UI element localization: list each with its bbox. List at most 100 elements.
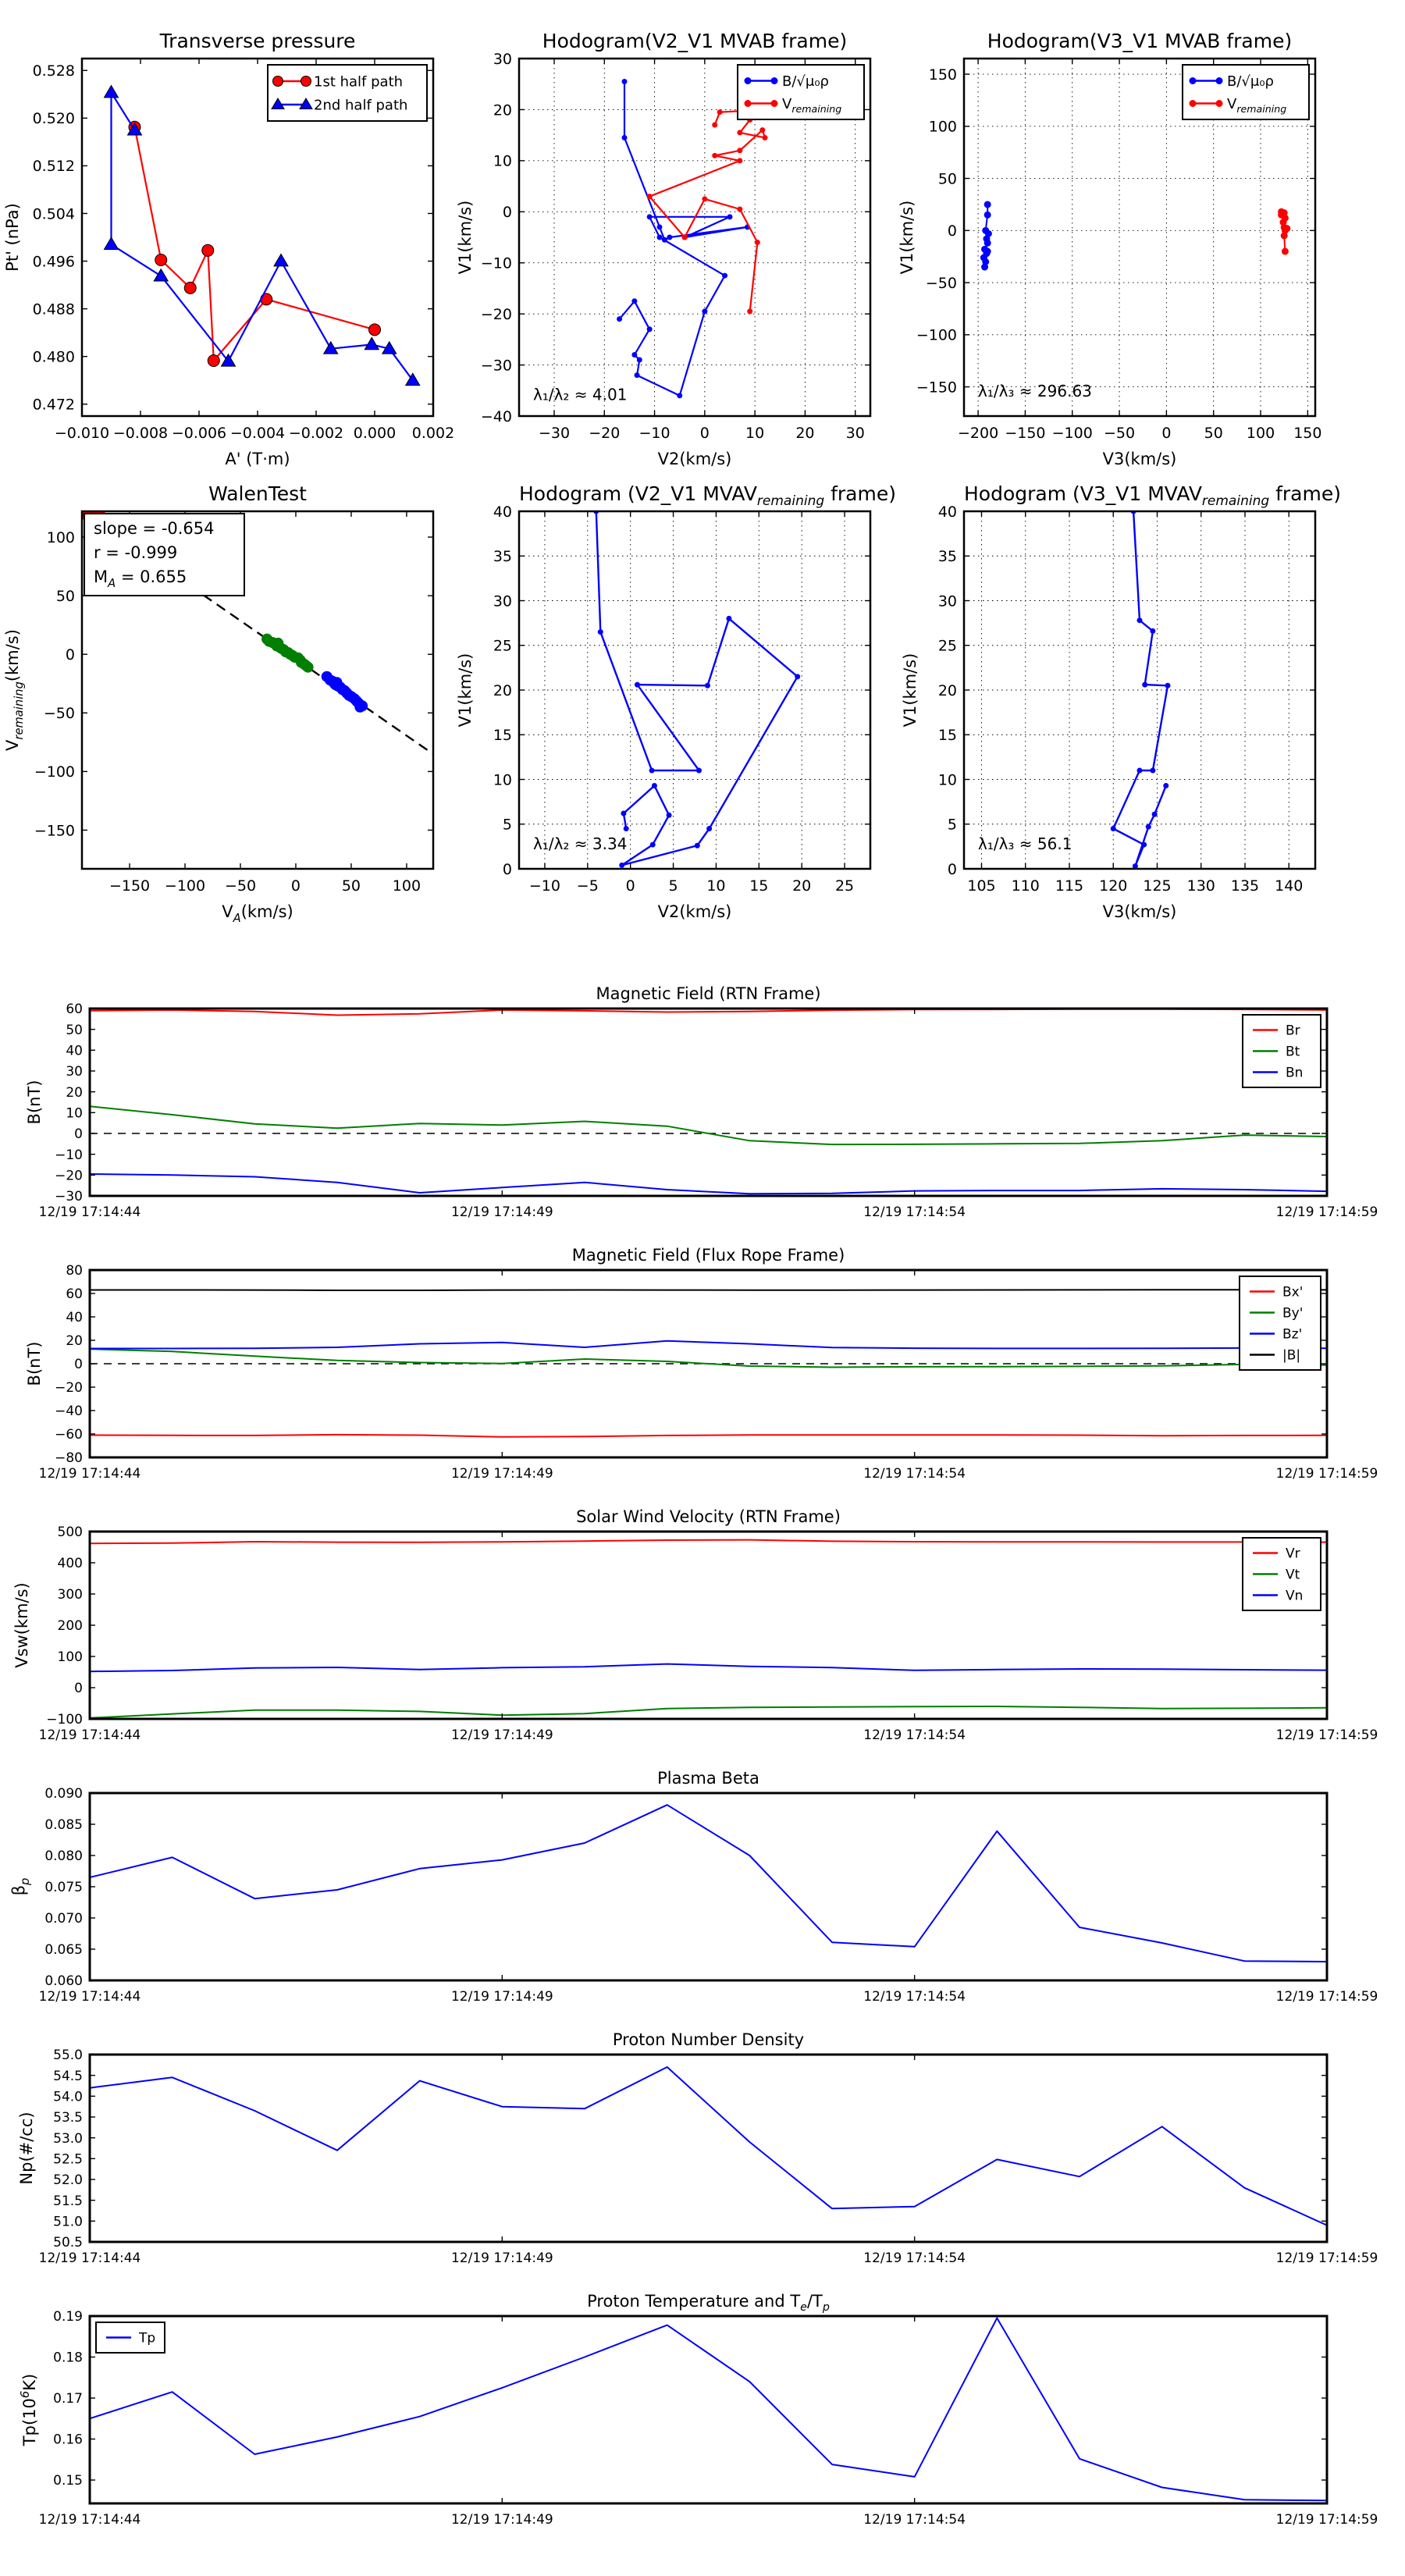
chart-title-magnetic-field-rtn: Magnetic Field (RTN Frame) [596,984,821,1004]
svg-text:20: 20 [792,877,811,895]
svg-text:0.090: 0.090 [44,1786,83,1802]
hodogram-v2v1-mvab-chart: −30 −20 −10 0 10 20 30 −40 −30 −20 −10 0 10 20 30 V2(km… [456,51,872,468]
svg-text:20: 20 [66,1085,83,1101]
magnetic-field-flux-rope-chart: 12/19 17:14:44 12/19 17:14:49 12/19 17:14:… [25,1263,1378,1482]
panel-transverse-pressure: Transverse pressure −0.010 −0.008 −0.006 −0… [0,16,484,484]
svg-text:12/19 17:14:44: 12/19 17:14:44 [39,1466,141,1482]
svg-text:0.002: 0.002 [412,425,454,442]
svg-text:10: 10 [493,153,512,170]
chart-title-walen-test: WalenTest [208,482,307,506]
svg-text:−100: −100 [34,763,75,781]
chart-title-proton-temperature: Proton Temperature and Te/Tp [587,2292,830,2314]
svg-text:20: 20 [493,101,512,119]
svg-text:52.0: 52.0 [53,2172,83,2188]
svg-text:15: 15 [749,877,768,895]
svg-text:0.19: 0.19 [53,2309,83,2325]
svg-text:12/19 17:14:44: 12/19 17:14:44 [39,2250,141,2266]
svg-text:100: 100 [58,1649,83,1665]
svg-text:0: 0 [503,204,512,221]
svg-text:12/19 17:14:49: 12/19 17:14:49 [451,2250,553,2266]
chart-title-magnetic-field-flux-rope: Magnetic Field (Flux Rope Frame) [571,1246,845,1265]
svg-text:Tp: Tp [138,2331,155,2347]
svg-text:12/19 17:14:54: 12/19 17:14:54 [863,2512,966,2528]
svg-text:0: 0 [626,877,635,895]
svg-text:150: 150 [1293,425,1321,442]
svg-text:Bt: Bt [1286,1044,1300,1060]
svg-text:30: 30 [493,51,512,68]
svg-text:V1(km/s): V1(km/s) [898,201,916,275]
svg-text:100: 100 [47,529,75,546]
hodogram-v2v1-mvav-chart: −10 −5 0 5 10 15 20 25 0 5 10 15 20 25 30 35 40 V2(km/s) V… [456,503,872,921]
svg-text:−150: −150 [109,877,150,895]
svg-text:50: 50 [1204,425,1223,442]
svg-text:−20: −20 [55,1380,83,1396]
svg-text:−0.002: −0.002 [289,425,343,442]
chart-title-hodogram-v2v1-mvav: Hodogram (V2_V1 MVAVremaining frame) [519,482,896,510]
svg-text:12/19 17:14:49: 12/19 17:14:49 [451,1204,553,1220]
svg-text:−40: −40 [481,408,512,425]
svg-text:Vremaining: Vremaining [1227,96,1286,115]
svg-text:12/19 17:14:49: 12/19 17:14:49 [451,1466,553,1482]
svg-text:0: 0 [503,861,512,878]
svg-text:|B|: |B| [1282,1348,1300,1364]
svg-text:15: 15 [938,727,957,744]
svg-text:50: 50 [342,877,361,895]
svg-text:54.5: 54.5 [53,2069,83,2084]
svg-text:MA = 0.655: MA = 0.655 [94,568,187,590]
svg-text:115: 115 [1055,877,1083,895]
svg-text:40: 40 [938,503,957,521]
hodogram-v3v1-mvab-chart: −200 −150 −100 −50 0 50 100 150 −150 −100 −50 0 50 10… [898,57,1321,468]
svg-text:12/19 17:14:54: 12/19 17:14:54 [863,1466,966,1482]
svg-text:25: 25 [835,877,854,895]
svg-text:60: 60 [66,1286,83,1302]
svg-text:Pt' (nPa): Pt' (nPa) [3,203,22,272]
svg-text:100: 100 [393,877,421,895]
svg-text:0.472: 0.472 [33,397,75,414]
svg-text:0.15: 0.15 [53,2473,83,2489]
svg-text:40: 40 [493,503,512,521]
svg-text:110: 110 [1012,877,1040,895]
svg-text:300: 300 [58,1587,83,1603]
svg-text:−5: −5 [577,877,599,895]
transverse-pressure-chart: −0.010 −0.008 −0.006 −0.004 −0.002 0.000 0.002… [3,57,454,468]
svg-text:12/19 17:14:44: 12/19 17:14:44 [39,1989,141,2005]
svg-text:Vremaining: Vremaining [782,96,841,115]
svg-text:λ₁/λ₃ ≈ 296.63: λ₁/λ₃ ≈ 296.63 [978,382,1092,400]
svg-text:54.0: 54.0 [53,2089,83,2105]
svg-text:−50: −50 [1104,425,1135,442]
panel-solar-wind-velocity: Solar Wind Velocity (RTN Frame) 12/19 17… [0,1503,1405,1764]
svg-text:20: 20 [66,1333,83,1349]
svg-text:2nd half path: 2nd half path [314,97,407,113]
svg-text:V1(km/s): V1(km/s) [456,201,475,275]
panel-magnetic-field-flux-rope: Magnetic Field (Flux Rope Frame) 12/19 1… [0,1241,1405,1503]
svg-text:51.5: 51.5 [53,2194,83,2209]
svg-text:−10: −10 [481,255,512,272]
panel-proton-temperature: Proton Temperature and Te/Tp 12/19 17:14… [0,2287,1405,2556]
svg-text:12/19 17:14:59: 12/19 17:14:59 [1276,2250,1378,2266]
svg-text:0: 0 [1161,425,1171,442]
svg-text:Np(#/cc): Np(#/cc) [17,2112,36,2184]
svg-text:Bz': Bz' [1282,1327,1302,1343]
svg-text:500: 500 [58,1525,83,1540]
svg-text:30: 30 [493,592,512,610]
svg-text:−50: −50 [225,877,256,895]
svg-text:50.5: 50.5 [53,2235,83,2250]
svg-text:20: 20 [493,682,512,699]
panel-hodogram-v2v1-mvav: Hodogram (V2_V1 MVAVremaining frame) −10… [456,464,921,941]
svg-text:Bx': Bx' [1282,1285,1303,1300]
svg-text:10: 10 [938,771,957,788]
svg-text:50: 50 [938,170,957,187]
svg-text:Vn: Vn [1286,1589,1303,1604]
svg-text:0.18: 0.18 [53,2350,83,2366]
svg-text:400: 400 [58,1556,83,1571]
svg-text:0.480: 0.480 [33,349,75,366]
svg-text:−20: −20 [55,1168,83,1183]
svg-text:Vt: Vt [1286,1567,1300,1583]
svg-text:0.520: 0.520 [33,110,75,127]
svg-text:0: 0 [700,425,710,442]
svg-text:λ₁/λ₃ ≈ 56.1: λ₁/λ₃ ≈ 56.1 [978,834,1072,853]
svg-text:12/19 17:14:54: 12/19 17:14:54 [863,2250,966,2266]
svg-text:10: 10 [493,771,512,788]
svg-text:5: 5 [948,817,957,834]
svg-text:−20: −20 [589,425,620,442]
